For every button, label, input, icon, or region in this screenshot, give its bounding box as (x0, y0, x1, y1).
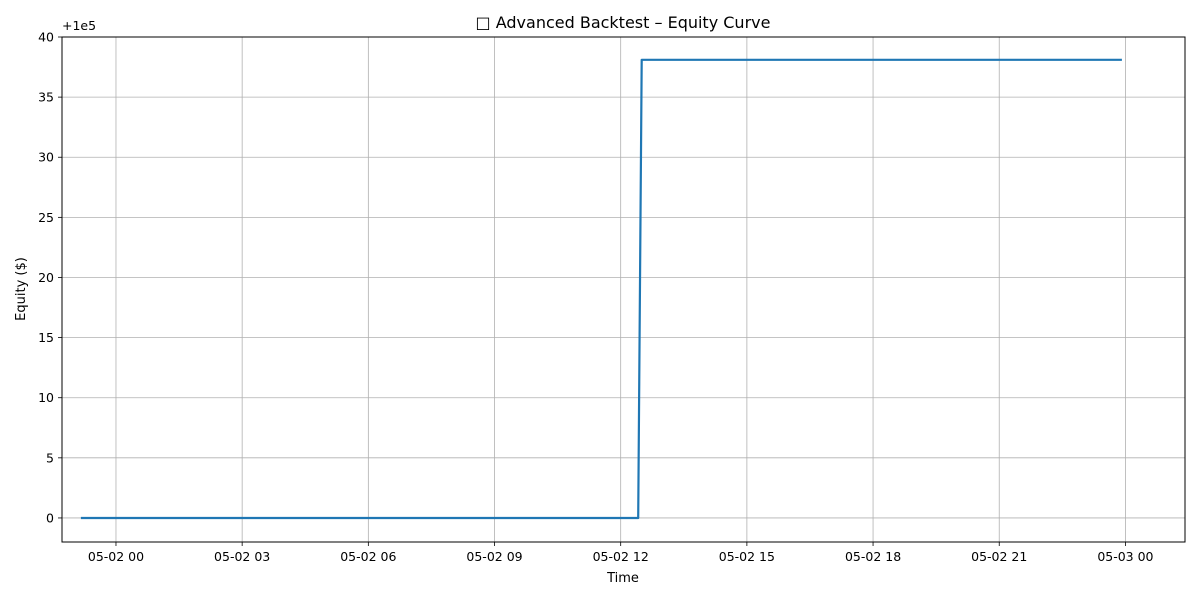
x-tick-label: 05-02 06 (340, 549, 396, 564)
x-axis-label: Time (606, 571, 639, 586)
series-layer (80, 58, 1122, 520)
plot-frame (61, 36, 1186, 543)
equity-line (80, 58, 1122, 520)
y-tick-label: 25 (38, 210, 54, 225)
y-offset-label: +1e5 (62, 18, 96, 33)
y-tick-label: 10 (38, 390, 54, 405)
x-tick-label: 05-02 18 (845, 549, 901, 564)
x-axis: 05-02 00 05-02 03 05-02 06 05-02 09 05-02 12… (88, 542, 1154, 564)
y-tick-label: 40 (38, 30, 54, 45)
x-tick-label: 05-02 03 (214, 549, 270, 564)
x-tick-label: 05-02 00 (88, 549, 144, 564)
y-tick-label: 20 (38, 270, 54, 285)
y-tick-label: 15 (38, 330, 54, 345)
x-tick-label: 05-02 15 (719, 549, 775, 564)
x-tick-label: 05-02 12 (593, 549, 649, 564)
y-tick-label: 30 (38, 150, 54, 165)
x-tick-label: 05-03 00 (1097, 549, 1153, 564)
y-tick-label: 35 (38, 90, 54, 105)
x-tick-label: 05-02 21 (971, 549, 1027, 564)
grid-lines (62, 36, 1185, 542)
chart-title: □ Advanced Backtest – Equity Curve (476, 13, 771, 32)
y-tick-label: 0 (46, 510, 54, 525)
x-tick-label: 05-02 09 (466, 549, 522, 564)
y-tick-label: 5 (46, 450, 54, 465)
y-axis: 0 5 10 15 20 25 30 35 40 (38, 30, 62, 525)
y-axis-label: Equity ($) (14, 257, 29, 321)
